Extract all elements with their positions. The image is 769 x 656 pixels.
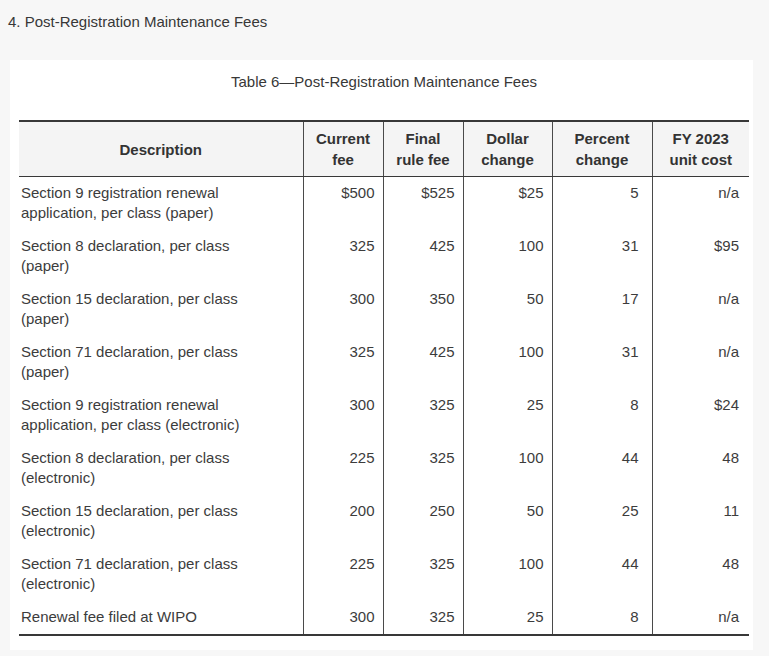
cell-current-fee: 300 xyxy=(303,389,383,442)
cell-description: Section 9 registration renewal applicati… xyxy=(19,389,303,442)
cell-description: Section 71 declaration, per class (elect… xyxy=(19,548,303,601)
cell-fy-2023-unit-cost: $95 xyxy=(652,230,749,283)
cell-fy-2023-unit-cost: n/a xyxy=(652,283,749,336)
cell-final-rule-fee: 325 xyxy=(383,442,463,495)
cell-description: Section 8 declaration, per class (electr… xyxy=(19,442,303,495)
cell-fy-2023-unit-cost: n/a xyxy=(652,336,749,389)
cell-dollar-change: 25 xyxy=(463,601,552,635)
cell-current-fee: 200 xyxy=(303,495,383,548)
cell-percent-change: 8 xyxy=(552,389,652,442)
table-row: Section 8 declaration, per class (electr… xyxy=(19,442,749,495)
cell-current-fee: 225 xyxy=(303,442,383,495)
cell-fy-2023-unit-cost: n/a xyxy=(652,177,749,231)
fees-table: DescriptionCurrent feeFinal rule feeDoll… xyxy=(19,120,749,636)
cell-final-rule-fee: 325 xyxy=(383,601,463,635)
section-heading: 4. Post-Registration Maintenance Fees xyxy=(8,12,769,32)
cell-final-rule-fee: 425 xyxy=(383,336,463,389)
cell-dollar-change: 25 xyxy=(463,389,552,442)
cell-description: Renewal fee filed at WIPO xyxy=(19,601,303,635)
table-caption: Table 6—Post-Registration Maintenance Fe… xyxy=(19,72,749,92)
table-row: Section 15 declaration, per class (paper… xyxy=(19,283,749,336)
table-body: Section 9 registration renewal applicati… xyxy=(19,177,749,636)
cell-percent-change: 31 xyxy=(552,336,652,389)
cell-percent-change: 17 xyxy=(552,283,652,336)
cell-dollar-change: 100 xyxy=(463,336,552,389)
cell-description: Section 15 declaration, per class (paper… xyxy=(19,283,303,336)
cell-current-fee: $500 xyxy=(303,177,383,231)
cell-current-fee: 325 xyxy=(303,230,383,283)
cell-current-fee: 300 xyxy=(303,601,383,635)
table-row: Section 71 declaration, per class (paper… xyxy=(19,336,749,389)
cell-percent-change: 5 xyxy=(552,177,652,231)
cell-percent-change: 25 xyxy=(552,495,652,548)
column-header-current-fee: Current fee xyxy=(303,121,383,177)
cell-final-rule-fee: 350 xyxy=(383,283,463,336)
table-row: Section 71 declaration, per class (elect… xyxy=(19,548,749,601)
cell-percent-change: 44 xyxy=(552,548,652,601)
column-header-fy-2023-unit-cost: FY 2023 unit cost xyxy=(652,121,749,177)
cell-fy-2023-unit-cost: $24 xyxy=(652,389,749,442)
cell-fy-2023-unit-cost: n/a xyxy=(652,601,749,635)
cell-fy-2023-unit-cost: 11 xyxy=(652,495,749,548)
table-header-row: DescriptionCurrent feeFinal rule feeDoll… xyxy=(19,121,749,177)
cell-description: Section 71 declaration, per class (paper… xyxy=(19,336,303,389)
cell-dollar-change: 100 xyxy=(463,230,552,283)
table-row: Section 9 registration renewal applicati… xyxy=(19,389,749,442)
cell-current-fee: 325 xyxy=(303,336,383,389)
column-header-dollar-change: Dollar change xyxy=(463,121,552,177)
cell-final-rule-fee: $525 xyxy=(383,177,463,231)
column-header-percent-change: Percent change xyxy=(552,121,652,177)
column-header-final-rule-fee: Final rule fee xyxy=(383,121,463,177)
cell-dollar-change: 50 xyxy=(463,283,552,336)
cell-current-fee: 300 xyxy=(303,283,383,336)
cell-current-fee: 225 xyxy=(303,548,383,601)
table-row: Section 15 declaration, per class (elect… xyxy=(19,495,749,548)
cell-percent-change: 8 xyxy=(552,601,652,635)
cell-description: Section 9 registration renewal applicati… xyxy=(19,177,303,231)
table-row: Section 8 declaration, per class (paper)… xyxy=(19,230,749,283)
table-card: Table 6—Post-Registration Maintenance Fe… xyxy=(10,60,753,650)
cell-final-rule-fee: 250 xyxy=(383,495,463,548)
cell-final-rule-fee: 425 xyxy=(383,230,463,283)
cell-fy-2023-unit-cost: 48 xyxy=(652,548,749,601)
cell-dollar-change: 100 xyxy=(463,548,552,601)
cell-final-rule-fee: 325 xyxy=(383,548,463,601)
cell-description: Section 15 declaration, per class (elect… xyxy=(19,495,303,548)
table-row: Section 9 registration renewal applicati… xyxy=(19,177,749,231)
cell-percent-change: 44 xyxy=(552,442,652,495)
cell-fy-2023-unit-cost: 48 xyxy=(652,442,749,495)
cell-description: Section 8 declaration, per class (paper) xyxy=(19,230,303,283)
cell-dollar-change: 50 xyxy=(463,495,552,548)
cell-dollar-change: 100 xyxy=(463,442,552,495)
table-header: DescriptionCurrent feeFinal rule feeDoll… xyxy=(19,121,749,177)
column-header-description: Description xyxy=(19,121,303,177)
cell-final-rule-fee: 325 xyxy=(383,389,463,442)
cell-dollar-change: $25 xyxy=(463,177,552,231)
table-row: Renewal fee filed at WIPO300325258n/a xyxy=(19,601,749,635)
cell-percent-change: 31 xyxy=(552,230,652,283)
